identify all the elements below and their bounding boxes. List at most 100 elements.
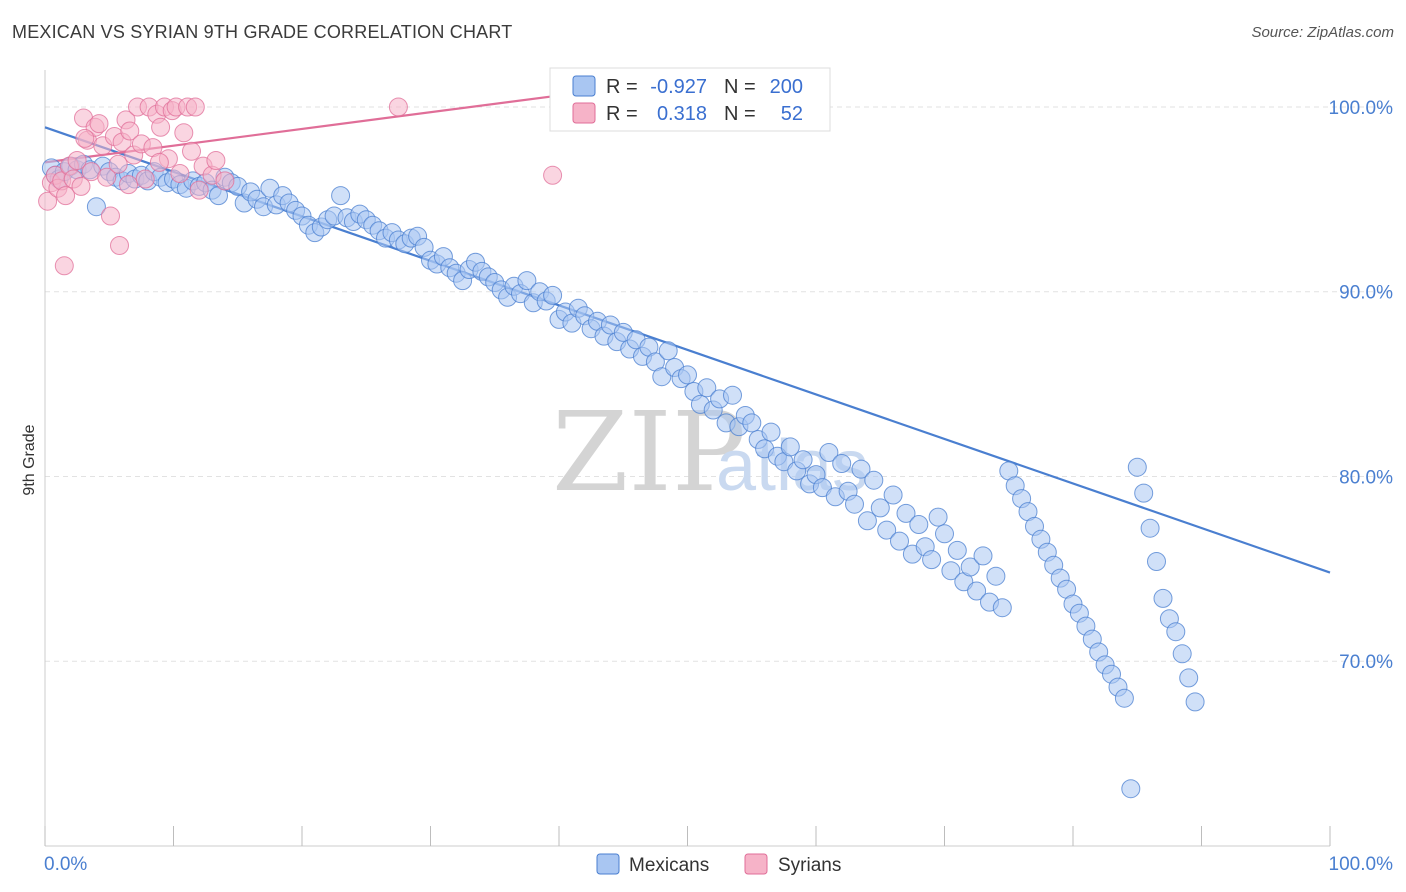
syrian-point-51 bbox=[149, 152, 169, 172]
legend-swatch-syrians bbox=[572, 102, 596, 124]
y-tick-labels: 70.0% 80.0% 90.0% 100.0% bbox=[1329, 98, 1394, 673]
mexican-point-140 bbox=[935, 524, 954, 544]
mexican-point-127 bbox=[851, 459, 871, 479]
y-tick-label-3: 100.0% bbox=[1329, 98, 1394, 119]
y-axis-label: 9th Grade bbox=[21, 424, 38, 495]
bottom-legend-swatch-syrians bbox=[744, 853, 768, 875]
mexican-point-132 bbox=[883, 485, 903, 505]
legend-n-label-syrians: N = bbox=[724, 103, 756, 125]
mexican-point-46 bbox=[331, 186, 351, 206]
mexican-point-179 bbox=[1185, 692, 1205, 712]
mexican-point-96 bbox=[652, 367, 672, 387]
syrian-point-36 bbox=[174, 123, 194, 143]
syrian-point-5 bbox=[56, 186, 76, 206]
mexican-point-138 bbox=[922, 550, 942, 570]
mexican-point-142 bbox=[947, 540, 967, 560]
syrian-point-0 bbox=[38, 191, 58, 211]
syrian-point-8 bbox=[67, 151, 87, 170]
mexican-point-169 bbox=[1121, 779, 1141, 799]
mexican-point-128 bbox=[857, 511, 877, 531]
source-credit: Source: ZipAtlas.com bbox=[1251, 24, 1394, 41]
mexican-point-174 bbox=[1153, 588, 1173, 608]
legend-n-value-syrians: 52 bbox=[781, 103, 803, 125]
syrian-point-43 bbox=[206, 151, 226, 170]
mexican-point-75 bbox=[517, 271, 537, 291]
mexican-point-79 bbox=[543, 285, 563, 305]
mexican-point-110 bbox=[742, 413, 762, 433]
mexican-point-178 bbox=[1179, 668, 1199, 688]
syrian-point-38 bbox=[182, 141, 201, 161]
legend-r-value-mexicans: -0.927 bbox=[650, 76, 707, 98]
mexican-point-176 bbox=[1166, 622, 1186, 642]
mexican-point-118 bbox=[793, 450, 813, 470]
syrian-point-30 bbox=[151, 117, 171, 137]
chart-title: MEXICAN VS SYRIAN 9TH GRADE CORRELATION … bbox=[12, 22, 513, 42]
y-tick-label-2: 90.0% bbox=[1339, 283, 1393, 304]
mexican-point-171 bbox=[1134, 483, 1154, 503]
bottom-legend-label-syrians: Syrians bbox=[778, 855, 841, 876]
correlation-legend: R = -0.927 N = 200 R = 0.318 N = 52 bbox=[549, 67, 831, 132]
syrian-point-19 bbox=[108, 154, 128, 174]
syrian-point-47 bbox=[388, 97, 408, 117]
mexican-point-116 bbox=[780, 437, 800, 457]
mexican-point-121 bbox=[812, 478, 832, 498]
syrian-point-46 bbox=[110, 236, 129, 255]
mexican-point-177 bbox=[1172, 644, 1192, 664]
mexican-point-124 bbox=[832, 454, 852, 473]
legend-n-value-mexicans: 200 bbox=[770, 76, 803, 98]
legend-box bbox=[549, 67, 831, 132]
syrian-point-14 bbox=[89, 114, 109, 134]
legend-n-label-mexicans: N = bbox=[724, 76, 756, 98]
legend-r-label-syrians: R = bbox=[606, 103, 638, 125]
mexican-point-146 bbox=[973, 546, 993, 566]
mexican-point-130 bbox=[870, 498, 890, 518]
y-tick-label-0: 70.0% bbox=[1339, 652, 1393, 673]
mexican-point-122 bbox=[819, 443, 839, 462]
bottom-legend-label-mexicans: Mexicans bbox=[629, 855, 709, 876]
mexican-point-136 bbox=[909, 515, 929, 534]
x-tick-label-min: 0.0% bbox=[44, 854, 87, 875]
mexican-point-131 bbox=[877, 520, 897, 540]
syrian-point-26 bbox=[135, 169, 155, 189]
mexican-point-97 bbox=[658, 341, 678, 361]
series-legend: Mexicans Syrians bbox=[596, 853, 841, 876]
mexican-point-107 bbox=[723, 385, 742, 405]
mexican-point-172 bbox=[1140, 518, 1160, 538]
mexican-point-168 bbox=[1114, 688, 1134, 708]
mexican-point-133 bbox=[890, 531, 909, 551]
mexican-point-134 bbox=[896, 503, 916, 523]
syrian-point-16 bbox=[97, 167, 117, 187]
mexican-point-8 bbox=[86, 197, 106, 217]
legend-r-value-syrians: 0.318 bbox=[657, 103, 707, 125]
syrian-point-17 bbox=[101, 206, 120, 226]
legend-swatch-mexicans bbox=[572, 75, 596, 97]
mexican-point-139 bbox=[928, 507, 948, 527]
legend-r-label-mexicans: R = bbox=[606, 76, 638, 98]
mexican-point-100 bbox=[678, 365, 697, 385]
syrian-point-35 bbox=[170, 164, 190, 183]
syrian-point-44 bbox=[215, 171, 235, 191]
syrian-point-9 bbox=[71, 176, 91, 196]
mexican-point-103 bbox=[697, 378, 717, 398]
mexican-point-126 bbox=[845, 494, 864, 514]
data-points bbox=[38, 97, 1205, 799]
syrian-point-49 bbox=[75, 128, 95, 148]
mexican-point-149 bbox=[992, 598, 1012, 618]
mexican-point-148 bbox=[986, 566, 1006, 586]
mexican-point-141 bbox=[941, 561, 961, 581]
mexican-point-170 bbox=[1127, 457, 1147, 477]
syrian-point-50 bbox=[119, 175, 138, 195]
mexican-point-113 bbox=[761, 422, 781, 442]
syrian-point-22 bbox=[120, 121, 140, 141]
mexican-point-129 bbox=[864, 470, 884, 490]
bottom-legend-swatch-mexicans bbox=[596, 853, 620, 875]
syrian-point-45 bbox=[54, 256, 74, 276]
mexican-point-144 bbox=[960, 557, 980, 577]
mexican-point-145 bbox=[967, 581, 987, 601]
x-tick-label-max: 100.0% bbox=[1329, 854, 1394, 875]
y-tick-label-1: 80.0% bbox=[1339, 467, 1393, 488]
syrian-point-48 bbox=[543, 165, 563, 185]
syrian-point-39 bbox=[185, 97, 205, 117]
syrian-point-40 bbox=[189, 180, 209, 200]
